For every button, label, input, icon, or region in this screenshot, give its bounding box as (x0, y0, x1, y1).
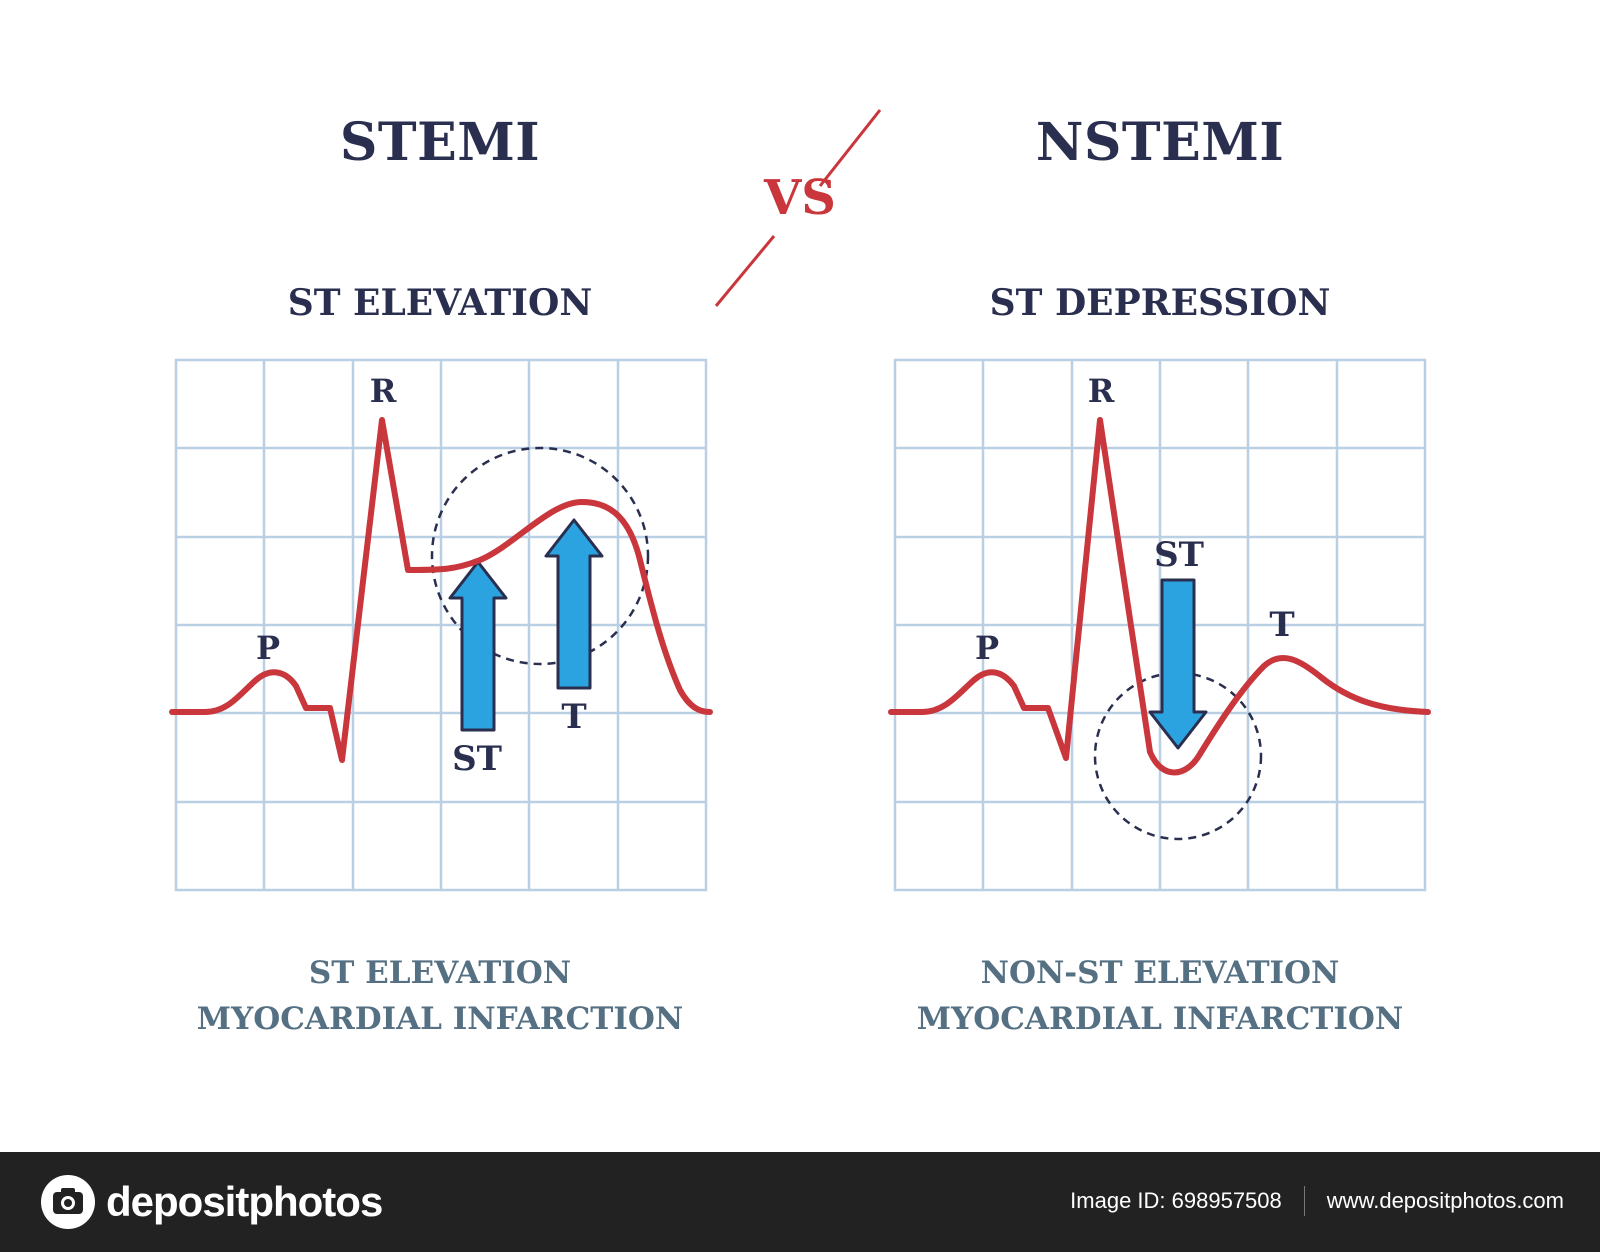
depositphotos-logo[interactable]: depositphotos (40, 1174, 383, 1230)
st-down-arrow (1148, 578, 1208, 750)
stemi-caption-line1: ST ELEVATION (308, 955, 572, 991)
stemi-caption-line2: MYOCARDIAL INFARCTION (196, 1001, 684, 1037)
image-id: Image ID: 698957508 (1070, 1188, 1282, 1213)
nstemi-caption: NON-ST ELEVATION MYOCARDIAL INFARCTION (840, 950, 1480, 1042)
stemi-r-label: R (370, 372, 397, 410)
ecg-diagram: P R ST T P R ST T (169, 109, 1431, 892)
stemi-st-highlight-circle (430, 446, 650, 666)
st-elevation-subtitle: ST ELEVATION (287, 282, 593, 324)
nstemi-caption-line2: MYOCARDIAL INFARCTION (916, 1001, 1404, 1037)
stemi-title: STEMI (339, 112, 541, 173)
st-depression-subtitle: ST DEPRESSION (989, 282, 1331, 324)
watermark-footer: depositphotos Image ID: 698957508 www.de… (0, 1152, 1600, 1252)
nstemi-ecg-trace (888, 417, 1431, 776)
camera-logo-icon (41, 1175, 95, 1229)
stemi-ecg-trace (169, 417, 713, 763)
nstemi-grid (893, 358, 1427, 892)
nstemi-st-label: ST (1154, 535, 1204, 575)
vs-slash-top (818, 109, 882, 187)
stemi-t-label: T (561, 697, 586, 737)
stemi-p-label: P (256, 629, 280, 667)
nstemi-st-highlight-circle (1093, 671, 1263, 841)
stemi-caption: ST ELEVATION MYOCARDIAL INFARCTION (120, 950, 760, 1042)
stemi-grid (174, 358, 708, 892)
st-up-arrow-2 (544, 518, 604, 690)
footer-divider (1303, 1186, 1305, 1216)
st-up-arrow-1 (448, 560, 508, 732)
nstemi-title: NSTEMI (1035, 112, 1285, 173)
nstemi-p-label: P (975, 629, 999, 667)
brand-name: depositphotos (106, 1178, 383, 1225)
website-link[interactable]: www.depositphotos.com (1326, 1188, 1564, 1213)
nstemi-t-label: T (1269, 605, 1294, 645)
stemi-st-label: ST (452, 739, 502, 779)
vs-slash-bottom (714, 235, 776, 307)
nstemi-caption-line1: NON-ST ELEVATION (980, 955, 1340, 991)
nstemi-r-label: R (1088, 372, 1115, 410)
